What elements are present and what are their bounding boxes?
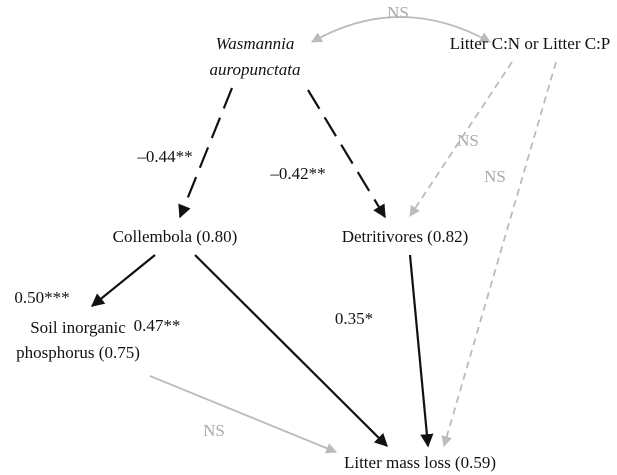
edge-label: 0.50*** (14, 288, 69, 307)
edge-label: NS (203, 421, 225, 440)
arrow (149, 375, 337, 454)
edge-label: –0.44** (136, 147, 192, 166)
arrow (307, 89, 386, 219)
node-label: Detritivores (0.82) (342, 227, 469, 246)
arrow (178, 87, 234, 219)
node-label: Litter C:N or Litter C:P (450, 34, 611, 53)
edge-label: 0.35* (335, 309, 373, 328)
node-label: auropunctata (210, 60, 301, 79)
edge-labels: NS –0.44** –0.42** NS NS 0.50*** 0.47** … (14, 3, 505, 440)
edge-label: NS (484, 167, 506, 186)
edge-label: NS (457, 131, 479, 150)
arrow (311, 16, 491, 43)
arrow (90, 254, 156, 307)
edge-label: 0.47** (134, 316, 181, 335)
node-label: Litter mass loss (0.59) (344, 453, 496, 472)
node-label: Soil inorganic (30, 318, 126, 337)
arrow (409, 61, 513, 217)
node-label: phosphorus (0.75) (16, 343, 140, 362)
edge-label: –0.42** (269, 164, 325, 183)
arrow (408, 254, 434, 448)
arrow (441, 61, 557, 448)
arrow (194, 254, 388, 447)
node-label: Collembola (0.80) (113, 227, 238, 246)
nodes: Wasmannia auropunctata Litter C:N or Lit… (16, 34, 610, 472)
arrows (90, 16, 557, 454)
edge-label: NS (387, 3, 409, 22)
node-label: Wasmannia (216, 34, 295, 53)
